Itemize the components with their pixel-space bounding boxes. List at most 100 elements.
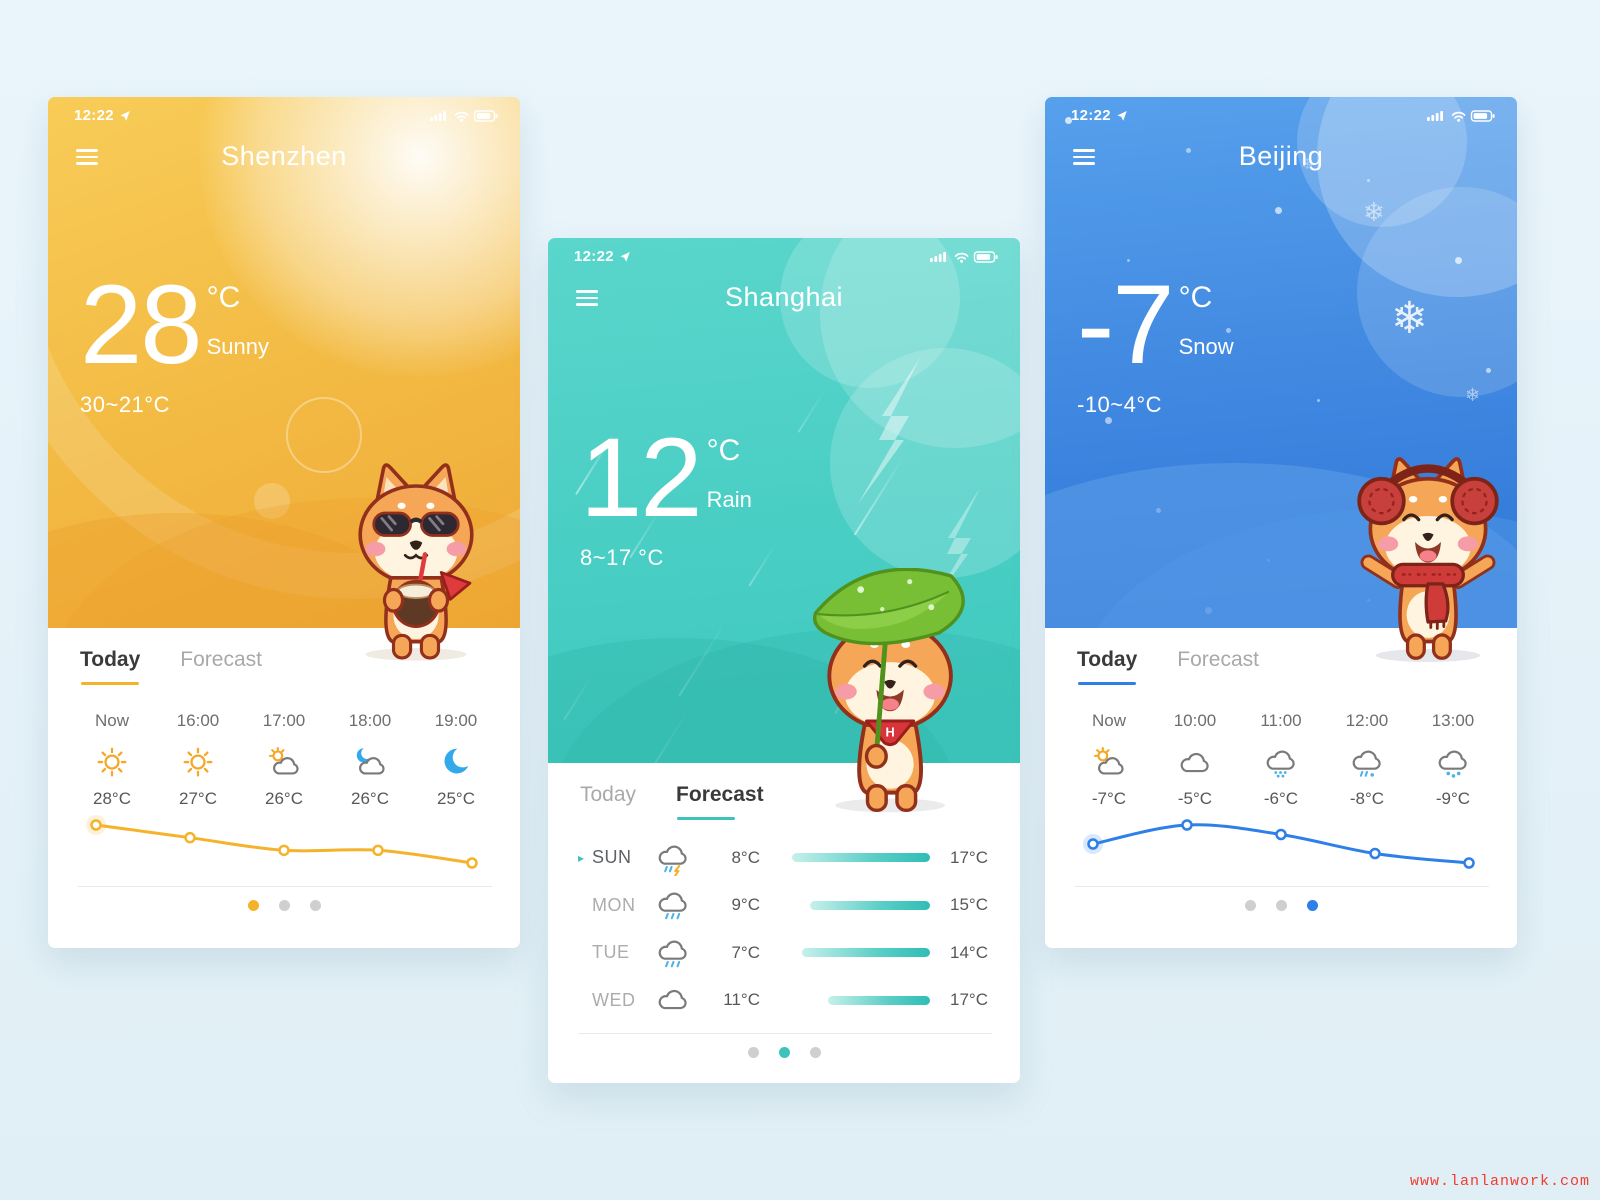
tabs: Today Forecast <box>548 763 1020 820</box>
nav-bar: Shenzhen <box>48 141 520 172</box>
rain-icon <box>654 887 704 923</box>
menu-button[interactable] <box>1073 145 1095 169</box>
tab-today[interactable]: Today <box>1077 648 1137 685</box>
forecast-row-wed[interactable]: ▸ WED 11°C 17°C <box>578 977 988 1025</box>
cloud-shape <box>1357 187 1517 397</box>
page-dot[interactable] <box>278 900 290 911</box>
wifi-icon <box>1451 111 1466 119</box>
sleet-icon <box>1327 741 1407 785</box>
status-time: 12:22 <box>574 248 614 265</box>
current-conditions: 28 °C Sunny 30~21°C <box>80 262 269 418</box>
page-dot-active[interactable] <box>1306 900 1318 911</box>
menu-button[interactable] <box>76 145 98 169</box>
chart-point <box>90 819 102 831</box>
page-dot[interactable] <box>1275 900 1287 911</box>
mascot-shiba-sunglasses-coconut <box>358 463 474 661</box>
current-conditions: -7 °C Snow -10~4°C <box>1077 262 1234 418</box>
nav-bar: Shanghai <box>548 282 1020 313</box>
tab-forecast[interactable]: Forecast <box>180 648 262 685</box>
chart-point <box>184 831 196 844</box>
selected-day-arrow: ▸ <box>578 850 585 865</box>
rain-streak <box>678 625 724 697</box>
hourly-temp-chart <box>86 815 478 869</box>
condition-label: Snow <box>1178 334 1234 360</box>
snowflake-icon: ❄ <box>1363 197 1385 227</box>
rain-streak <box>797 391 825 433</box>
current-temp: -7 <box>1077 262 1175 387</box>
location-arrow-icon <box>620 251 630 262</box>
current-temp: 12 <box>580 415 703 540</box>
page-dots <box>548 1047 1020 1058</box>
status-time: 12:22 <box>74 107 114 124</box>
hour-column: 19:00 25°C <box>416 711 496 809</box>
temp-unit: °C <box>1178 281 1213 314</box>
snow-light-icon <box>1413 741 1493 785</box>
current-conditions: 12 °C Rain 8~17 °C <box>580 415 752 571</box>
signal-icon <box>930 251 946 262</box>
page-dots <box>1045 900 1517 911</box>
temp-unit: °C <box>706 434 741 467</box>
page-dot[interactable] <box>1244 900 1256 911</box>
tab-forecast-label: Forecast <box>180 648 262 671</box>
forecast-row-mon[interactable]: ▸ MON 9°C 15°C <box>578 882 988 930</box>
forecast-panel: Today Forecast Now 28°C 16:00 27°C <box>48 628 520 948</box>
svg-text:H: H <box>885 725 894 740</box>
current-temp: 28 <box>80 262 203 387</box>
tab-active-underline <box>677 816 736 820</box>
nav-bar: Beijing <box>1045 141 1517 172</box>
partly-cloudy-icon <box>1069 741 1149 785</box>
forecast-row-tue[interactable]: ▸ TUE 7°C 14°C <box>578 929 988 977</box>
weather-card-shenzhen: 12:22 <box>48 97 520 948</box>
watermark: www.lanlanwork.com <box>1409 1173 1590 1190</box>
snowflake-icon: ❄ <box>1465 385 1481 405</box>
sun-icon <box>72 741 152 785</box>
signal-icon <box>1427 110 1443 121</box>
chart-point <box>466 857 478 869</box>
rain-streak <box>563 671 595 721</box>
temp-range: -10~4°C <box>1077 392 1163 418</box>
page-dot[interactable] <box>309 900 321 911</box>
divider <box>578 1033 992 1034</box>
tab-forecast[interactable]: Forecast <box>676 783 764 820</box>
temp-range-bar <box>792 948 930 958</box>
hour-column: 11:00 -6°C <box>1241 711 1321 809</box>
status-bar: 12:22 <box>74 107 498 124</box>
tab-today[interactable]: Today <box>80 648 140 685</box>
temp-range: 8~17 °C <box>580 545 664 571</box>
chart-point <box>1463 857 1475 869</box>
daily-forecast-list: ▸ SUN 8°C 17°C ▸ MON 9°C 15°C ▸ <box>548 820 1020 1024</box>
rain-streak <box>748 541 778 587</box>
temp-range-bar <box>792 853 930 863</box>
chart-point <box>1181 819 1193 831</box>
hour-column: 17:00 26°C <box>244 711 324 809</box>
tab-active-underline <box>81 681 139 685</box>
page-dot-active[interactable] <box>778 1047 790 1058</box>
weather-card-beijing: ❄ ❄ ❄ ❄ 12:22 <box>1045 97 1517 948</box>
hourly-temp-chart <box>1083 819 1475 869</box>
tab-forecast[interactable]: Forecast <box>1177 648 1259 685</box>
wifi-icon <box>954 252 969 260</box>
page-dot[interactable] <box>809 1047 821 1058</box>
hour-column: 12:00 -8°C <box>1327 711 1407 809</box>
tab-forecast-label: Forecast <box>676 783 764 806</box>
page-dot-active[interactable] <box>247 900 259 911</box>
temp-range: 30~21°C <box>80 392 170 418</box>
rain-streak <box>649 710 689 763</box>
tab-active-underline <box>1078 681 1136 685</box>
hour-column: Now -7°C <box>1069 711 1149 809</box>
chart-point <box>1275 828 1287 841</box>
status-bar: 12:22 <box>1071 107 1495 124</box>
lens-flare-dot <box>254 483 290 519</box>
location-arrow-icon <box>1117 110 1127 121</box>
tab-today-label: Today <box>80 648 141 671</box>
cloud-moon-icon <box>330 741 410 785</box>
temp-unit: °C <box>206 281 241 314</box>
city-title: Shenzhen <box>221 141 347 171</box>
tab-today-label: Today <box>1077 648 1138 671</box>
forecast-row-sun[interactable]: ▸ SUN 8°C 17°C <box>578 834 988 882</box>
tab-today[interactable]: Today <box>580 783 636 820</box>
menu-button[interactable] <box>576 286 598 310</box>
page-dot[interactable] <box>747 1047 759 1058</box>
temp-range-bar <box>792 995 930 1005</box>
cloud-shape <box>830 348 1020 578</box>
